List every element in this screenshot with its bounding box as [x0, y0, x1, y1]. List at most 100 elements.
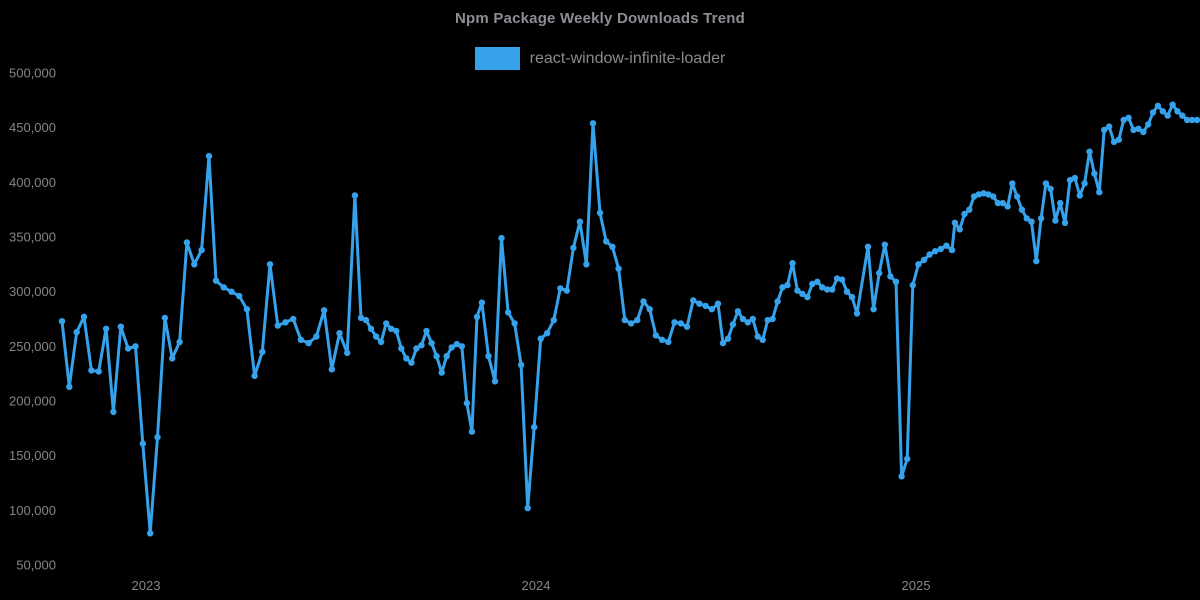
data-point-marker[interactable] — [110, 408, 117, 416]
data-point-marker[interactable] — [511, 320, 518, 327]
data-point-marker[interactable] — [191, 261, 198, 268]
data-point-marker[interactable] — [829, 286, 836, 293]
data-point-marker[interactable] — [714, 300, 722, 307]
data-point-marker[interactable] — [961, 210, 968, 218]
data-point-marker[interactable] — [1086, 148, 1093, 155]
data-point-marker[interactable] — [658, 336, 666, 343]
data-point-marker[interactable] — [398, 345, 405, 352]
data-point-marker[interactable] — [956, 226, 963, 233]
data-point-marker[interactable] — [814, 278, 821, 285]
data-point-marker[interactable] — [1018, 206, 1026, 213]
data-point-marker[interactable] — [413, 345, 420, 352]
data-point-marker[interactable] — [1159, 108, 1167, 115]
data-point-marker[interactable] — [95, 368, 102, 375]
data-point-marker[interactable] — [819, 284, 826, 291]
data-point-marker[interactable] — [576, 218, 584, 225]
data-point-marker[interactable] — [990, 193, 997, 200]
data-point-marker[interactable] — [236, 292, 243, 300]
data-point-marker[interactable] — [367, 325, 375, 332]
data-point-marker[interactable] — [473, 313, 481, 320]
data-point-marker[interactable] — [1145, 121, 1152, 128]
data-point-marker[interactable] — [596, 209, 604, 217]
data-point-marker[interactable] — [468, 428, 476, 435]
data-point-marker[interactable] — [769, 315, 776, 323]
data-point-marker[interactable] — [615, 265, 622, 272]
data-point-marker[interactable] — [198, 246, 205, 254]
data-point-marker[interactable] — [377, 338, 385, 346]
data-point-marker[interactable] — [1193, 116, 1200, 124]
data-point-marker[interactable] — [1140, 128, 1147, 136]
data-point-marker[interactable] — [570, 244, 577, 252]
data-point-marker[interactable] — [589, 120, 597, 127]
data-point-marker[interactable] — [920, 256, 928, 264]
data-point-marker[interactable] — [154, 433, 161, 441]
data-point-marker[interactable] — [80, 313, 88, 320]
data-point-marker[interactable] — [937, 245, 944, 253]
data-point-marker[interactable] — [853, 310, 861, 317]
data-point-marker[interactable] — [621, 316, 628, 324]
data-point-marker[interactable] — [759, 336, 766, 343]
data-point-marker[interactable] — [951, 219, 959, 226]
data-point-marker[interactable] — [251, 372, 258, 380]
data-point-marker[interactable] — [544, 330, 551, 337]
data-point-marker[interactable] — [362, 316, 370, 324]
data-point-marker[interactable] — [1149, 109, 1157, 116]
data-point-marker[interactable] — [708, 306, 715, 313]
data-point-marker[interactable] — [1188, 116, 1196, 124]
data-point-marker[interactable] — [870, 306, 877, 313]
data-point-marker[interactable] — [88, 367, 95, 374]
data-point-marker[interactable] — [1135, 125, 1142, 132]
data-point-marker[interactable] — [734, 308, 742, 315]
data-point-marker[interactable] — [1169, 101, 1176, 108]
data-point-marker[interactable] — [1120, 116, 1127, 124]
data-point-marker[interactable] — [297, 336, 305, 343]
data-point-marker[interactable] — [102, 325, 110, 332]
legend-series-label[interactable]: react-window-infinite-loader — [529, 49, 726, 67]
data-point-marker[interactable] — [848, 293, 856, 301]
data-point-marker[interactable] — [696, 300, 703, 307]
data-point-marker[interactable] — [1081, 180, 1088, 187]
data-point-marker[interactable] — [403, 355, 410, 362]
data-point-marker[interactable] — [887, 273, 894, 280]
data-point-marker[interactable] — [478, 299, 486, 306]
data-point-marker[interactable] — [443, 353, 450, 360]
data-point-marker[interactable] — [627, 320, 635, 327]
data-point-marker[interactable] — [428, 339, 435, 347]
data-point-marker[interactable] — [388, 325, 395, 332]
data-point-marker[interactable] — [784, 281, 791, 289]
data-point-marker[interactable] — [603, 238, 610, 245]
data-point-marker[interactable] — [274, 322, 281, 329]
data-point-marker[interactable] — [485, 353, 492, 360]
data-point-marker[interactable] — [794, 287, 801, 294]
data-point-marker[interactable] — [904, 455, 911, 463]
data-point-marker[interactable] — [739, 315, 747, 323]
data-point-marker[interactable] — [677, 320, 684, 327]
data-point-marker[interactable] — [393, 327, 400, 335]
data-point-marker[interactable] — [132, 343, 139, 350]
data-point-marker[interactable] — [357, 314, 365, 322]
data-point-marker[interactable] — [491, 378, 499, 385]
data-point-marker[interactable] — [583, 261, 590, 268]
data-point-marker[interactable] — [909, 281, 916, 289]
data-point-marker[interactable] — [328, 366, 335, 373]
data-point-marker[interactable] — [724, 335, 732, 342]
data-point-marker[interactable] — [524, 504, 531, 512]
data-point-marker[interactable] — [336, 330, 343, 337]
data-point-marker[interactable] — [926, 251, 933, 258]
data-point-marker[interactable] — [1071, 174, 1079, 182]
data-point-marker[interactable] — [504, 309, 512, 316]
data-point-marker[interactable] — [898, 473, 905, 480]
data-point-marker[interactable] — [290, 315, 297, 323]
data-point-marker[interactable] — [1174, 108, 1181, 115]
data-point-marker[interactable] — [999, 199, 1006, 207]
data-point-marker[interactable] — [243, 306, 251, 313]
data-point-marker[interactable] — [609, 243, 616, 250]
data-point-marker[interactable] — [690, 297, 697, 304]
data-point-marker[interactable] — [966, 206, 973, 213]
data-point-marker[interactable] — [1033, 257, 1040, 265]
data-point-marker[interactable] — [550, 316, 557, 324]
data-point-marker[interactable] — [531, 424, 538, 431]
data-point-marker[interactable] — [892, 278, 900, 285]
data-point-marker[interactable] — [994, 199, 1002, 207]
data-point-marker[interactable] — [779, 284, 786, 291]
